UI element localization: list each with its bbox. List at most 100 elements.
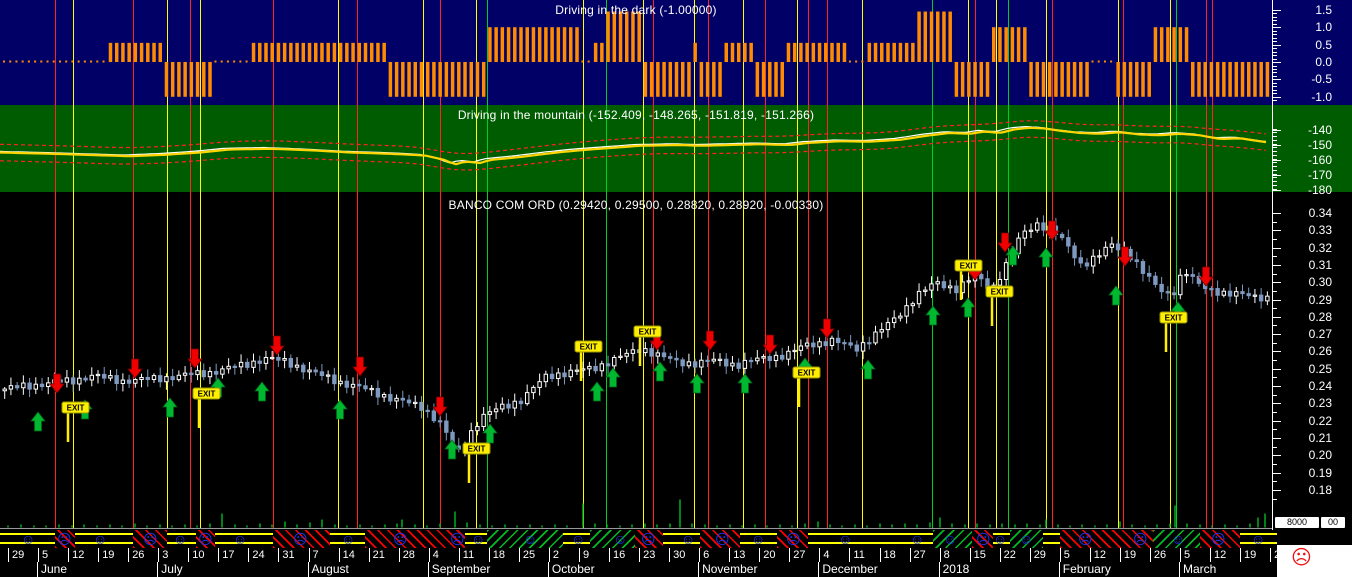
axis-label: 0.21 xyxy=(1308,430,1332,445)
histogram-bar xyxy=(363,42,368,62)
candle-up xyxy=(487,411,493,415)
frown-icon: ☹ xyxy=(450,531,465,547)
candle-down xyxy=(257,360,262,364)
date-tick-label: 2 xyxy=(1274,548,1277,562)
month-axis[interactable]: June July August September October November De… xyxy=(0,562,1277,577)
histogram-bar xyxy=(1135,62,1139,97)
histogram-bar xyxy=(1184,27,1189,62)
histogram-bar xyxy=(786,42,791,62)
candle-down xyxy=(562,372,567,378)
date-tick xyxy=(248,548,250,562)
month-label: October xyxy=(551,562,595,576)
exit-flag-label: EXIT xyxy=(468,445,486,454)
scale-axis-line xyxy=(1272,0,1273,530)
histogram-bar xyxy=(488,27,492,62)
candle-down xyxy=(344,380,350,388)
histogram-bar xyxy=(873,42,878,62)
histogram-bar xyxy=(407,62,411,97)
minor-tick xyxy=(1273,188,1277,190)
candle-down xyxy=(102,373,107,379)
histogram-bar xyxy=(525,27,529,62)
candle-up xyxy=(220,368,225,375)
candle-down xyxy=(848,342,853,346)
candle-up xyxy=(195,370,200,376)
month-boundary xyxy=(37,562,38,577)
date-tick-label: 19 xyxy=(1123,549,1137,561)
histogram-bar xyxy=(133,42,138,62)
date-axis[interactable]: 29 5 12 19 26 3 10 17 24 31 7 14 21 28 4 11 18 25 2 9 16 23 30… xyxy=(0,548,1277,562)
histogram-bar xyxy=(600,42,604,62)
candle-down xyxy=(363,385,368,390)
candle-down xyxy=(232,365,238,368)
exit-flag xyxy=(1159,311,1188,324)
sell-signal-arrow xyxy=(49,373,65,394)
histogram-bar xyxy=(979,62,984,97)
histogram-bar xyxy=(345,42,349,62)
histogram-zero-dot xyxy=(27,60,30,63)
candle-up xyxy=(182,372,188,376)
chart-area[interactable]: EXIT EXIT EXIT EXIT EXIT EXIT EXIT EXIT EXIT xyxy=(0,0,1272,530)
month-label: June xyxy=(41,562,68,576)
candle-up xyxy=(935,281,940,285)
histogram-bar xyxy=(973,62,977,97)
histogram-bar xyxy=(295,42,299,62)
histogram-bar xyxy=(264,42,268,62)
candle-down xyxy=(189,372,194,376)
histogram-bar xyxy=(643,62,648,97)
histogram-bar xyxy=(892,42,896,62)
candle-down xyxy=(549,373,555,379)
histogram-zero-dot xyxy=(226,60,229,63)
histogram-bar xyxy=(998,27,1002,62)
date-tick-label: 11 xyxy=(462,549,475,561)
major-tick xyxy=(1273,282,1281,284)
candle-up xyxy=(350,383,356,388)
minor-tick xyxy=(1273,238,1277,240)
axis-label: -1.0 xyxy=(1311,89,1332,104)
buy-signal-arrow xyxy=(652,361,668,382)
histogram-bar xyxy=(649,62,654,97)
candle-down xyxy=(724,358,729,367)
minor-tick xyxy=(1273,13,1277,15)
axis-label: -160 xyxy=(1307,153,1332,167)
candle-down xyxy=(1171,292,1177,296)
candle-up xyxy=(21,382,26,389)
candle-up xyxy=(923,289,928,292)
candle-up xyxy=(133,379,138,384)
histogram-bar xyxy=(425,62,430,97)
minor-tick xyxy=(1273,37,1277,39)
date-tick xyxy=(98,548,100,562)
histogram-zero-dot xyxy=(21,60,24,63)
candle-up xyxy=(587,365,592,370)
minor-tick xyxy=(1273,308,1277,310)
price-scale-column[interactable]: 8000 00 1.5 1.0 0.5 0.0 -0.5 -1.0 -140 -150 -160… xyxy=(1272,0,1352,545)
candle-down xyxy=(767,356,772,362)
ribbon-segment-strong xyxy=(1010,530,1043,548)
candle-down xyxy=(39,383,45,388)
date-tick-label: 2 xyxy=(552,549,560,561)
buy-signal-arrow xyxy=(589,381,605,402)
candle-up xyxy=(469,430,474,446)
candle-up xyxy=(966,280,971,283)
histogram-bar xyxy=(631,11,635,62)
date-tick-label: 5 xyxy=(1063,549,1070,561)
ribbon-segment-bull xyxy=(1043,530,1060,548)
histogram-bar xyxy=(656,62,660,97)
ribbon-segment-bull xyxy=(740,530,777,548)
smile-icon: ☺ xyxy=(943,531,958,547)
ribbon-segment-bull xyxy=(465,530,487,548)
histogram-bar xyxy=(1004,27,1008,62)
candle-up xyxy=(891,317,897,324)
minor-tick xyxy=(1273,169,1277,171)
candle-down xyxy=(126,379,132,384)
histogram-bar xyxy=(761,62,766,97)
candle-up xyxy=(89,374,94,381)
date-tick-label: 17 xyxy=(222,549,235,561)
date-tick xyxy=(819,548,821,562)
month-label: July xyxy=(161,562,183,576)
candle-up xyxy=(524,392,530,405)
histogram-zero-dot xyxy=(34,60,37,63)
date-tick xyxy=(38,548,39,562)
histogram-zero-dot xyxy=(15,60,18,63)
minor-tick xyxy=(1273,446,1277,448)
major-tick xyxy=(1273,44,1281,46)
